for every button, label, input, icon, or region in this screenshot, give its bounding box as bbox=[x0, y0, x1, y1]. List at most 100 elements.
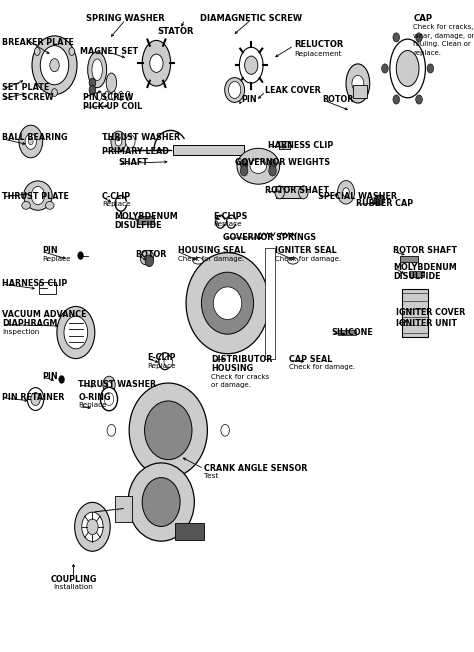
Ellipse shape bbox=[225, 78, 245, 102]
Circle shape bbox=[40, 46, 69, 85]
Text: ROTOR SHAFT: ROTOR SHAFT bbox=[393, 246, 457, 256]
Text: MAGNET SET: MAGNET SET bbox=[80, 47, 138, 56]
FancyBboxPatch shape bbox=[409, 271, 424, 277]
Text: Replace: Replace bbox=[43, 256, 71, 261]
Circle shape bbox=[69, 48, 74, 55]
Circle shape bbox=[343, 188, 349, 197]
FancyBboxPatch shape bbox=[353, 85, 367, 98]
Text: HARNESS CLIP: HARNESS CLIP bbox=[268, 141, 333, 150]
Ellipse shape bbox=[129, 383, 207, 477]
Ellipse shape bbox=[352, 76, 364, 91]
Circle shape bbox=[115, 137, 122, 146]
Text: ROTOR: ROTOR bbox=[135, 250, 166, 259]
Circle shape bbox=[89, 78, 96, 87]
Circle shape bbox=[126, 135, 135, 148]
Text: E-CLIP: E-CLIP bbox=[147, 353, 175, 363]
Ellipse shape bbox=[92, 59, 102, 81]
Text: Replace: Replace bbox=[78, 402, 107, 408]
Ellipse shape bbox=[250, 159, 267, 173]
Text: HARNESS CLIP: HARNESS CLIP bbox=[2, 279, 68, 288]
Ellipse shape bbox=[346, 64, 370, 103]
Circle shape bbox=[228, 82, 241, 98]
Text: Test: Test bbox=[204, 473, 218, 479]
Text: RELUCTOR: RELUCTOR bbox=[294, 40, 343, 50]
Ellipse shape bbox=[46, 201, 54, 209]
Circle shape bbox=[28, 138, 33, 145]
Text: MOLYBDENUM: MOLYBDENUM bbox=[114, 212, 177, 221]
Ellipse shape bbox=[186, 252, 269, 353]
Text: Check for cracks,: Check for cracks, bbox=[413, 24, 474, 30]
Ellipse shape bbox=[140, 250, 154, 265]
Circle shape bbox=[240, 166, 248, 176]
Ellipse shape bbox=[24, 181, 52, 210]
Text: BREAKER PLATE: BREAKER PLATE bbox=[2, 38, 74, 47]
Circle shape bbox=[111, 131, 126, 152]
FancyBboxPatch shape bbox=[175, 523, 204, 540]
Text: PRIMARY LEAD: PRIMARY LEAD bbox=[102, 147, 169, 156]
Text: COUPLING: COUPLING bbox=[50, 575, 97, 584]
Ellipse shape bbox=[150, 54, 163, 72]
Circle shape bbox=[269, 159, 276, 170]
Text: fouling. Clean or: fouling. Clean or bbox=[413, 41, 471, 47]
Text: RUBBER CAP: RUBBER CAP bbox=[356, 199, 413, 208]
Text: CAP SEAL: CAP SEAL bbox=[289, 355, 333, 364]
Ellipse shape bbox=[245, 56, 258, 74]
FancyBboxPatch shape bbox=[338, 330, 356, 335]
Text: Check for damage.: Check for damage. bbox=[289, 364, 356, 370]
Text: or damage.: or damage. bbox=[211, 382, 251, 388]
Text: CRANK ANGLE SENSOR: CRANK ANGLE SENSOR bbox=[204, 464, 307, 473]
Circle shape bbox=[103, 376, 115, 393]
Text: DISULFIDE: DISULFIDE bbox=[114, 221, 161, 230]
Ellipse shape bbox=[299, 186, 308, 199]
Text: O-RING: O-RING bbox=[78, 393, 111, 402]
Ellipse shape bbox=[145, 401, 192, 460]
Text: IGNITER UNIT: IGNITER UNIT bbox=[396, 319, 457, 329]
FancyBboxPatch shape bbox=[39, 282, 56, 294]
FancyBboxPatch shape bbox=[173, 145, 244, 155]
Ellipse shape bbox=[288, 258, 298, 264]
Ellipse shape bbox=[27, 387, 44, 411]
Text: DISULFIDE: DISULFIDE bbox=[393, 272, 441, 281]
Circle shape bbox=[78, 252, 83, 259]
Circle shape bbox=[100, 387, 118, 411]
Text: replace.: replace. bbox=[413, 50, 441, 55]
Circle shape bbox=[31, 393, 40, 406]
Circle shape bbox=[416, 95, 422, 104]
Circle shape bbox=[164, 356, 173, 368]
Ellipse shape bbox=[396, 51, 419, 86]
Circle shape bbox=[64, 316, 88, 349]
Text: SPECIAL WASHER: SPECIAL WASHER bbox=[318, 192, 397, 201]
Text: STATOR: STATOR bbox=[157, 27, 194, 37]
Ellipse shape bbox=[390, 39, 425, 98]
Text: ROTOR SHAFT: ROTOR SHAFT bbox=[265, 186, 329, 196]
Text: LEAK COVER: LEAK COVER bbox=[265, 86, 321, 95]
Text: THRUST PLATE: THRUST PLATE bbox=[2, 192, 69, 201]
Circle shape bbox=[59, 376, 64, 383]
Ellipse shape bbox=[75, 502, 110, 552]
Circle shape bbox=[382, 64, 388, 73]
Text: Check for damage.: Check for damage. bbox=[178, 256, 244, 261]
Text: DISTRIBUTOR: DISTRIBUTOR bbox=[211, 355, 272, 364]
Circle shape bbox=[31, 186, 45, 205]
Text: SPRING WASHER: SPRING WASHER bbox=[86, 14, 165, 23]
Text: PIN: PIN bbox=[242, 95, 257, 104]
Text: PIN RETAINER: PIN RETAINER bbox=[2, 393, 65, 402]
Ellipse shape bbox=[118, 91, 123, 100]
Text: IGNITER COVER: IGNITER COVER bbox=[396, 308, 465, 317]
FancyBboxPatch shape bbox=[115, 496, 131, 522]
Ellipse shape bbox=[98, 91, 101, 100]
Circle shape bbox=[50, 59, 59, 72]
Text: E-CLIPS: E-CLIPS bbox=[213, 212, 248, 221]
Text: Replace: Replace bbox=[102, 201, 130, 207]
FancyBboxPatch shape bbox=[400, 256, 418, 262]
Circle shape bbox=[57, 306, 95, 359]
Text: HOUSING SEAL: HOUSING SEAL bbox=[178, 246, 245, 256]
Text: GOVERNOR SPRINGS: GOVERNOR SPRINGS bbox=[223, 233, 316, 242]
Text: HOUSING: HOUSING bbox=[211, 364, 253, 374]
Text: C-CLIP: C-CLIP bbox=[102, 192, 131, 201]
Ellipse shape bbox=[237, 148, 280, 184]
Circle shape bbox=[25, 134, 36, 149]
Ellipse shape bbox=[22, 201, 30, 209]
Text: Inspection: Inspection bbox=[2, 329, 40, 334]
Text: SET PLATE: SET PLATE bbox=[2, 83, 50, 93]
